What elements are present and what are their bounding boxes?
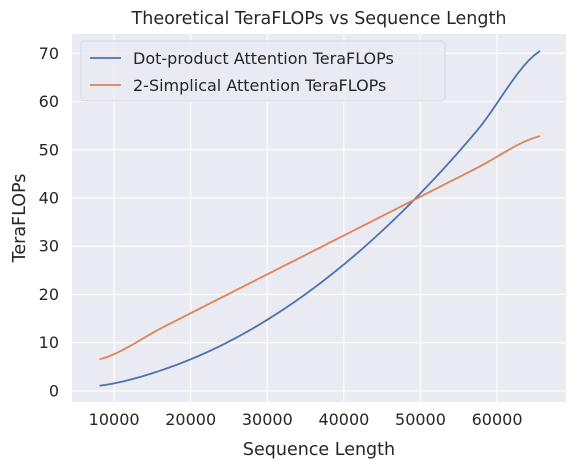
legend-label: Dot-product Attention TeraFLOPs — [133, 49, 394, 68]
x-tick-label: 30000 — [242, 410, 293, 429]
y-tick-label: 70 — [39, 44, 59, 63]
x-tick-label: 40000 — [318, 410, 369, 429]
x-tick-label: 50000 — [395, 410, 446, 429]
y-tick-label: 10 — [39, 333, 59, 352]
y-tick-label: 40 — [39, 188, 59, 207]
legend: Dot-product Attention TeraFLOPs 2-Simplic… — [80, 40, 446, 102]
y-tick-label: 50 — [39, 140, 59, 159]
series-line-2 — [99, 135, 541, 360]
y-tick-label: 60 — [39, 92, 59, 111]
series-line-1 — [99, 50, 541, 387]
x-axis-label: Sequence Length — [243, 440, 395, 460]
x-tick-label: 20000 — [165, 410, 216, 429]
series-layer — [99, 50, 541, 387]
y-tick-labels: 0 10 20 30 40 50 60 70 — [39, 44, 59, 401]
legend-box — [80, 40, 446, 102]
y-tick-label: 30 — [39, 237, 59, 256]
chart-title: Theoretical TeraFLOPs vs Sequence Length — [131, 9, 507, 29]
x-tick-labels: 10000 20000 30000 40000 50000 60000 — [89, 410, 523, 429]
x-tick-label: 60000 — [472, 410, 523, 429]
legend-label: 2-Simplical Attention TeraFLOPs — [133, 76, 386, 95]
y-tick-label: 0 — [49, 381, 59, 400]
y-axis-label: TeraFLOPs — [10, 174, 30, 264]
y-tick-label: 20 — [39, 285, 59, 304]
x-tick-label: 10000 — [89, 410, 140, 429]
